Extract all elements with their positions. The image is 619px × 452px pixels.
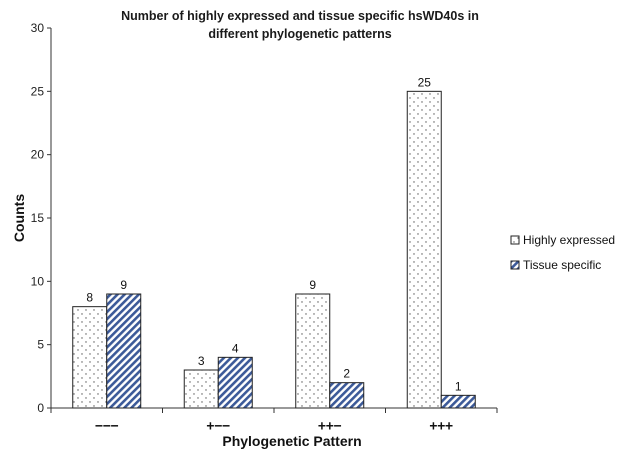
chart-title-line-2: different phylogenetic patterns (208, 27, 391, 41)
legend: Highly expressed Tissue specific (510, 233, 615, 272)
legend-label-tissue-specific: Tissue specific (523, 258, 601, 272)
y-tick-label: 5 (37, 338, 44, 352)
data-label: 1 (455, 379, 462, 393)
legend-swatch-tissue-specific (510, 260, 520, 270)
bar-highly-expressed (406, 90, 442, 409)
x-tick-label: +++ (430, 419, 454, 434)
bar-tissue-specific (329, 382, 365, 409)
x-axis-title: Phylogenetic Pattern (222, 433, 361, 449)
data-labels: 8 9 3 4 9 2 25 1 (86, 75, 462, 393)
chart-title-line-1: Number of highly expressed and tissue sp… (121, 9, 479, 23)
x-axis: −−− +−− ++− +++ (50, 407, 498, 434)
bar-tissue-specific (106, 293, 142, 409)
x-tick-label: −−− (95, 419, 119, 434)
bar-highly-expressed (72, 306, 108, 409)
y-axis-title: Counts (11, 194, 27, 242)
y-tick-label: 10 (31, 274, 45, 288)
y-tick-label: 30 (31, 21, 45, 35)
y-tick-label: 0 (37, 401, 44, 415)
y-axis: 0 5 10 15 20 25 30 (31, 21, 52, 415)
data-label: 8 (86, 291, 93, 305)
bar-tissue-specific (440, 394, 476, 409)
data-label: 3 (198, 354, 205, 368)
legend-label-highly-expressed: Highly expressed (523, 233, 615, 247)
data-label: 9 (309, 278, 316, 292)
bar-tissue-specific (217, 356, 253, 409)
bar-highly-expressed (183, 369, 219, 409)
y-tick-label: 20 (31, 148, 45, 162)
bars (72, 90, 476, 409)
legend-swatch-highly-expressed (510, 235, 520, 245)
data-label: 25 (418, 75, 432, 89)
x-tick-label: ++− (318, 419, 342, 434)
x-tick-label: +−− (207, 419, 231, 434)
y-tick-label: 25 (31, 84, 45, 98)
data-label: 2 (343, 367, 350, 381)
bar-highly-expressed (295, 293, 331, 409)
data-label: 9 (120, 278, 127, 292)
data-label: 4 (232, 341, 239, 355)
y-tick-label: 15 (31, 211, 45, 225)
